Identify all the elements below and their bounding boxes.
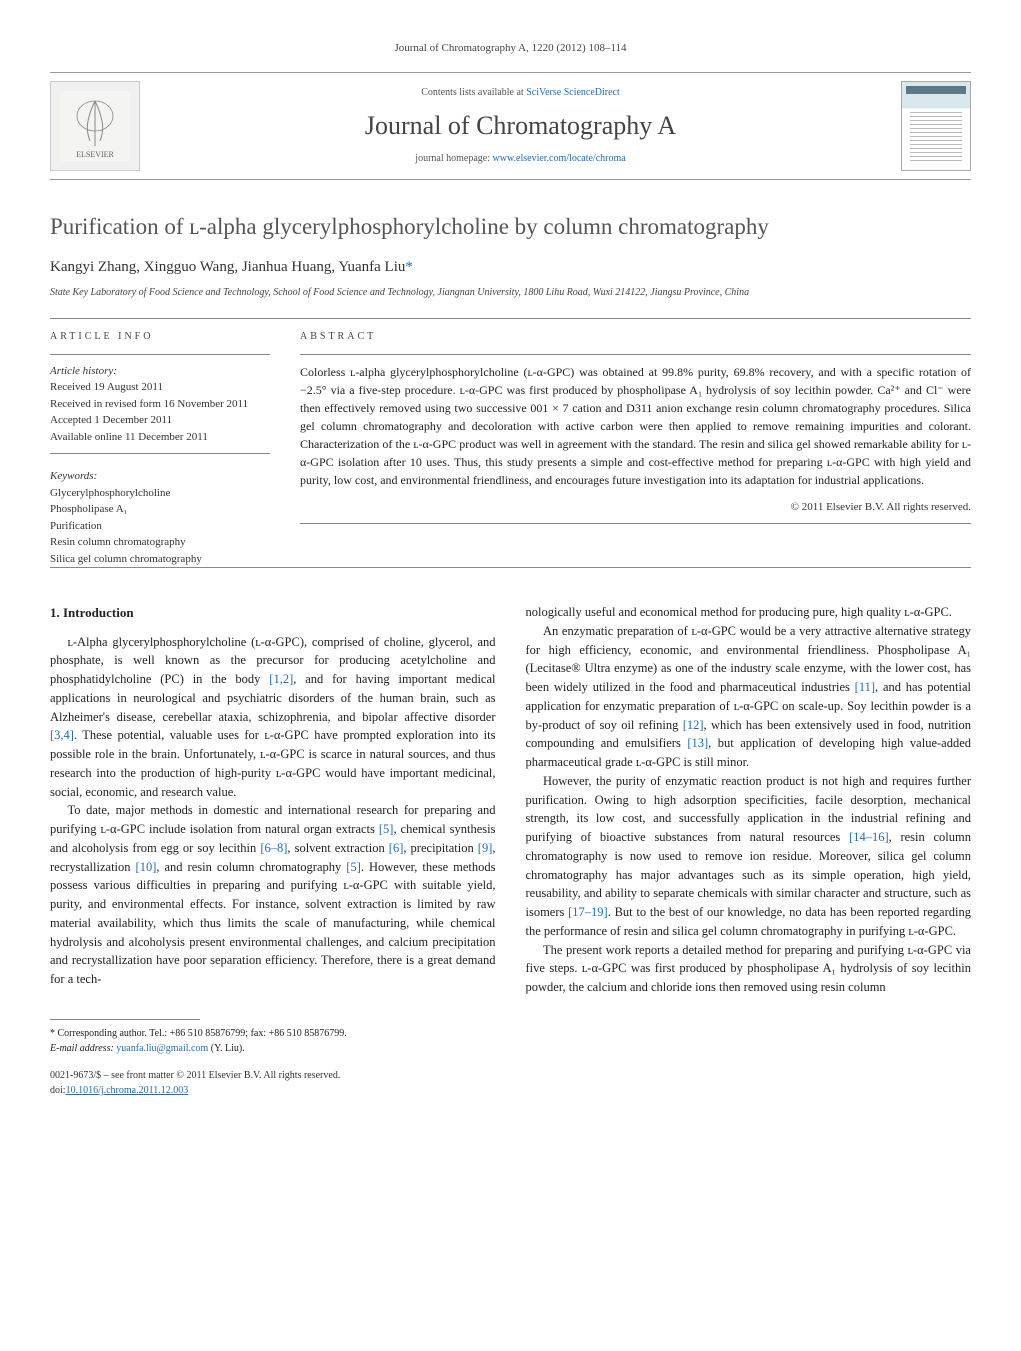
body-paragraph: To date, major methods in domestic and i… [50,801,496,989]
divider [300,354,971,355]
body-columns: 1. Introduction ʟ-Alpha glycerylphosphor… [50,603,971,1098]
info-abstract-row: ARTICLE INFO Article history: Received 1… [50,329,971,568]
body-paragraph: However, the purity of enzymatic reactio… [526,772,972,941]
elsevier-tree-icon: ELSEVIER [60,91,130,161]
history-received: Received 19 August 2011 [50,379,270,396]
journal-cover-thumbnail [901,81,971,171]
email-link[interactable]: yuanfa.liu@gmail.com [116,1043,208,1054]
reference-link[interactable]: [3,4] [50,728,74,742]
body-paragraph: ʟ-Alpha glycerylphosphorylcholine (ʟ-α-G… [50,633,496,802]
homepage-link[interactable]: www.elsevier.com/locate/chroma [493,153,626,164]
history-online: Available online 11 December 2011 [50,429,270,446]
history-label: Article history: [50,363,270,380]
article-title: Purification of ʟ-alpha glycerylphosphor… [50,210,971,245]
body-paragraph: An enzymatic preparation of ʟ-α-GPC woul… [526,622,972,772]
homepage-line: journal homepage: www.elsevier.com/locat… [140,151,901,166]
reference-link[interactable]: [5] [379,822,394,836]
reference-link[interactable]: [17–19] [568,905,608,919]
publisher-logo-text: ELSEVIER [76,150,114,159]
footnote-separator [50,1019,200,1020]
body-paragraph: The present work reports a detailed meth… [526,941,972,997]
keyword: Phospholipase A₁ [50,501,270,518]
reference-link[interactable]: [11] [855,680,875,694]
reference-link[interactable]: [13] [687,736,708,750]
authors-list: Kangyi Zhang, Xingguo Wang, Jianhua Huan… [50,259,405,275]
doi-prefix: doi: [50,1085,66,1096]
section-heading: 1. Introduction [50,603,496,623]
article-info-label: ARTICLE INFO [50,329,270,344]
email-label: E-mail address: [50,1043,116,1054]
copyright-block: 0021-9673/$ – see front matter © 2011 El… [50,1068,496,1098]
body-column-left: 1. Introduction ʟ-Alpha glycerylphosphor… [50,603,496,1098]
journal-title: Journal of Chromatography A [140,106,901,145]
article-info-column: ARTICLE INFO Article history: Received 1… [50,329,270,568]
homepage-prefix: journal homepage: [415,153,492,164]
keyword: Glycerylphosphorylcholine [50,485,270,502]
running-head: Journal of Chromatography A, 1220 (2012)… [50,40,971,57]
divider [50,567,971,568]
abstract-column: ABSTRACT Colorless ʟ-alpha glycerylphosp… [300,329,971,568]
doi-link[interactable]: 10.1016/j.chroma.2011.12.003 [66,1085,189,1096]
abstract-copyright: © 2011 Elsevier B.V. All rights reserved… [300,499,971,516]
reference-link[interactable]: [10] [136,860,157,874]
contents-prefix: Contents lists available at [421,87,526,98]
reference-link[interactable]: [9] [478,841,493,855]
abstract-text: Colorless ʟ-alpha glycerylphosphorylchol… [300,363,971,489]
corresp-text: * Corresponding author. Tel.: +86 510 85… [50,1028,347,1039]
corresp-marker: * [405,259,413,275]
corresponding-author-footnote: * Corresponding author. Tel.: +86 510 85… [50,1026,496,1056]
reference-link[interactable]: [6] [389,841,404,855]
masthead-center: Contents lists available at SciVerse Sci… [140,85,901,166]
publisher-logo: ELSEVIER [50,81,140,171]
contents-line: Contents lists available at SciVerse Sci… [140,85,901,100]
divider [50,453,270,454]
keyword: Purification [50,518,270,535]
affiliation: State Key Laboratory of Food Science and… [50,285,971,300]
reference-link[interactable]: [5] [346,860,361,874]
divider [300,523,971,524]
reference-link[interactable]: [5] [379,822,394,836]
divider [50,354,270,355]
reference-link[interactable]: [12] [683,718,704,732]
reference-link[interactable]: [14–16] [849,830,889,844]
keyword: Silica gel column chromatography [50,551,270,568]
keyword: Resin column chromatography [50,534,270,551]
reference-link[interactable]: [6–8] [260,841,287,855]
abstract-label: ABSTRACT [300,329,971,344]
sciencedirect-link[interactable]: SciVerse ScienceDirect [526,87,620,98]
history-accepted: Accepted 1 December 2011 [50,412,270,429]
body-column-right: nologically useful and economical method… [526,603,972,1098]
divider [50,318,971,319]
issn-line: 0021-9673/$ – see front matter © 2011 El… [50,1070,340,1081]
authors: Kangyi Zhang, Xingguo Wang, Jianhua Huan… [50,256,971,279]
history-revised: Received in revised form 16 November 201… [50,396,270,413]
reference-link[interactable]: [1,2] [269,672,293,686]
body-paragraph: nologically useful and economical method… [526,603,972,622]
keywords-label: Keywords: [50,468,270,485]
masthead: ELSEVIER Contents lists available at Sci… [50,72,971,180]
reference-link[interactable]: [5] [346,860,361,874]
email-suffix: (Y. Liu). [208,1043,244,1054]
